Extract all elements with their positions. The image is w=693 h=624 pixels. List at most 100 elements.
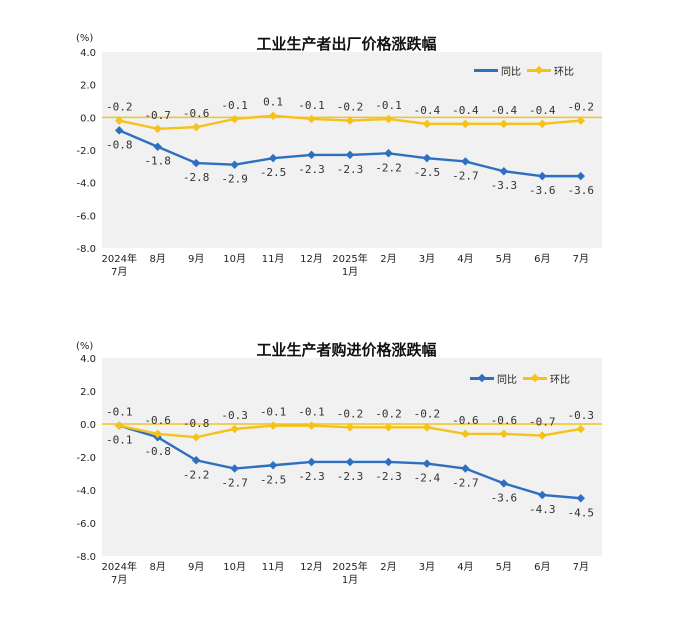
data-point-mom xyxy=(461,119,470,129)
data-point-mom xyxy=(499,429,509,439)
legend-swatch-mom xyxy=(523,373,547,383)
x-tick-label: 10月 xyxy=(223,253,246,265)
data-point-yoy xyxy=(230,160,239,169)
data-label-mom: -0.3 xyxy=(221,409,248,422)
data-point-mom xyxy=(153,124,162,134)
data-label-yoy: -4.5 xyxy=(568,506,595,519)
data-point-mom xyxy=(307,114,316,124)
plot-area xyxy=(102,358,602,556)
data-label-mom: -0.2 xyxy=(375,407,402,420)
data-label-mom: -0.4 xyxy=(529,104,556,117)
data-label-mom: -0.1 xyxy=(375,99,402,112)
chart-title: 工业生产者购进价格涨跌幅 xyxy=(256,341,437,359)
data-point-yoy xyxy=(307,457,316,467)
data-point-yoy xyxy=(499,166,509,176)
legend-swatch-yoy xyxy=(470,373,494,383)
legend-item-mom: 环比 xyxy=(527,63,574,78)
data-label-yoy: -2.2 xyxy=(183,468,210,481)
x-tick-label: 8月 xyxy=(150,253,166,265)
data-label-yoy: -2.7 xyxy=(221,477,248,490)
data-label-yoy: -2.3 xyxy=(298,163,325,176)
data-point-yoy xyxy=(230,464,239,473)
x-tick-label: 7月 xyxy=(573,253,589,265)
data-label-yoy: -2.3 xyxy=(375,470,402,483)
data-label-yoy: -3.6 xyxy=(491,491,518,504)
data-label-yoy: -2.3 xyxy=(298,470,325,483)
data-point-mom xyxy=(230,114,239,124)
data-label-mom: -0.2 xyxy=(106,101,133,114)
data-label-yoy: -0.8 xyxy=(144,445,171,458)
data-point-yoy xyxy=(191,158,201,168)
x-tick-label: 2024年 xyxy=(102,560,137,573)
data-label-mom: -0.4 xyxy=(491,104,518,117)
y-tick-label: -4.0 xyxy=(76,179,96,190)
y-tick-label: 4.0 xyxy=(80,354,96,365)
data-point-mom xyxy=(384,114,393,124)
x-tick-label: 7月 xyxy=(111,574,127,586)
data-label-mom: -0.2 xyxy=(337,101,364,114)
data-point-yoy xyxy=(422,459,432,468)
data-point-yoy xyxy=(268,461,278,470)
x-tick-label: 8月 xyxy=(150,561,166,573)
data-point-mom xyxy=(499,119,509,129)
y-axis-unit: (%) xyxy=(76,33,94,44)
data-label-mom: -0.2 xyxy=(337,407,364,420)
data-label-yoy: -2.8 xyxy=(183,171,210,184)
plot-area xyxy=(102,52,602,248)
y-tick-label: -6.0 xyxy=(76,211,96,222)
legend-item-yoy: 同比 xyxy=(474,63,521,78)
data-label-mom: -0.1 xyxy=(298,406,325,419)
data-label-mom: -0.6 xyxy=(144,414,171,427)
y-tick-label: -2.0 xyxy=(76,146,96,157)
data-label-yoy: -2.5 xyxy=(260,166,287,179)
legend: 同比 环比 xyxy=(474,63,574,78)
data-point-mom xyxy=(422,423,432,432)
x-tick-label: 1月 xyxy=(342,574,358,586)
data-label-yoy: -2.9 xyxy=(221,173,248,186)
data-label-mom: -0.1 xyxy=(106,406,133,419)
x-tick-label: 2024年 xyxy=(102,252,137,265)
legend-swatch-mom xyxy=(527,65,551,75)
x-tick-label: 6月 xyxy=(534,561,550,573)
data-label-mom: -0.4 xyxy=(414,104,441,117)
data-label-yoy: -0.8 xyxy=(106,138,133,151)
data-point-mom xyxy=(191,122,201,132)
data-point-yoy xyxy=(345,457,355,467)
x-tick-label: 2025年 xyxy=(332,252,367,265)
x-tick-label: 3月 xyxy=(419,561,435,573)
x-tick-label: 9月 xyxy=(188,561,204,573)
chart-panel-ppi-output: 工业生产者出厂价格涨跌幅 (%) 同比 环比 4.0 2.0 0.0 -2.0 -4.0… xyxy=(0,0,693,310)
y-tick-label: -8.0 xyxy=(76,244,96,255)
y-tick-label: 2.0 xyxy=(80,387,96,398)
legend-swatch-yoy xyxy=(474,69,498,72)
data-label-yoy: -2.5 xyxy=(260,473,287,486)
x-tick-label: 9月 xyxy=(188,253,204,265)
x-tick-label: 5月 xyxy=(496,253,512,265)
data-label-yoy: -2.3 xyxy=(337,163,364,176)
data-point-mom xyxy=(191,432,201,442)
data-label-yoy: -2.2 xyxy=(375,161,402,174)
x-tick-label: 10月 xyxy=(223,561,246,573)
data-label-mom: -0.1 xyxy=(221,99,248,112)
legend-label-mom: 环比 xyxy=(554,67,574,78)
data-point-mom xyxy=(461,429,470,439)
data-label-mom: -0.1 xyxy=(260,406,287,419)
x-tick-label: 7月 xyxy=(111,266,127,278)
x-tick-label: 2月 xyxy=(380,253,396,265)
x-tick-label: 3月 xyxy=(419,253,435,265)
data-point-mom xyxy=(576,424,586,434)
x-tick-label: 11月 xyxy=(262,561,285,573)
data-label-yoy: -3.6 xyxy=(568,184,595,197)
data-point-yoy xyxy=(422,153,432,163)
x-tick-label: 5月 xyxy=(496,561,512,573)
legend-label-mom: 环比 xyxy=(550,375,570,386)
data-point-yoy xyxy=(576,494,586,503)
data-point-mom xyxy=(538,119,547,129)
data-label-yoy: -4.3 xyxy=(529,503,556,516)
data-label-mom: -0.1 xyxy=(298,99,325,112)
data-label-yoy: -3.6 xyxy=(529,184,556,197)
data-label-yoy: -3.3 xyxy=(491,179,518,192)
data-point-yoy xyxy=(268,153,278,163)
data-point-yoy xyxy=(114,126,124,135)
